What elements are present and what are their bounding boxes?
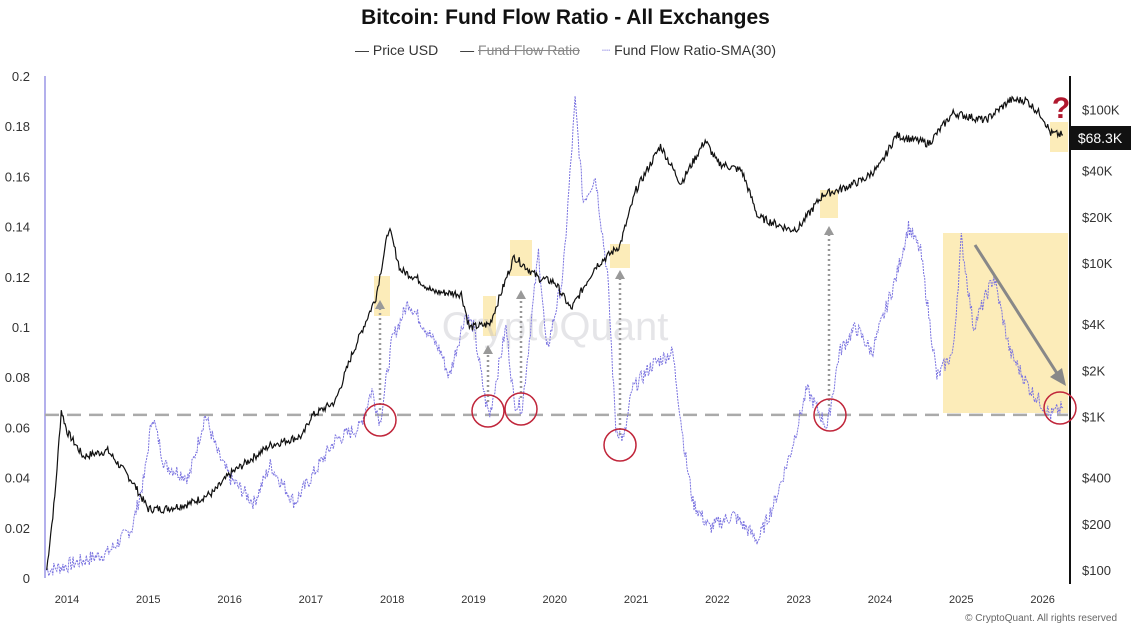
highlight-circle: [504, 392, 538, 426]
legend-label: Price USD: [372, 42, 439, 58]
y-left-tick-label: 0.08: [5, 370, 30, 385]
x-tick-label: 2015: [136, 594, 160, 606]
series-line-price-usd: [46, 95, 1063, 571]
dotted-arrow-head: [615, 270, 625, 279]
highlight-box: [943, 233, 1068, 413]
y-left-tick-label: 0.16: [5, 169, 30, 184]
y-left-tick-label: 0.2: [12, 69, 30, 84]
series-line-fund-flow-ratio-sma: [46, 96, 1064, 578]
y-left-tick-label: 0.02: [5, 521, 30, 536]
y-right-tick-label: $4K: [1082, 317, 1105, 332]
legend-item-fund-flow-ratio[interactable]: — Fund Flow Ratio: [460, 42, 580, 58]
x-tick-label: 2016: [217, 594, 241, 606]
x-tick-label: 2020: [543, 594, 567, 606]
y-left-tick-label: 0.14: [5, 220, 30, 235]
chart-title: Bitcoin: Fund Flow Ratio - All Exchanges: [361, 6, 770, 29]
y-right-tick-label: $100: [1082, 563, 1111, 578]
legend-label: Fund Flow Ratio-SMA(30): [614, 42, 776, 58]
dotted-arrow-head: [375, 300, 385, 309]
y-left-tick-label: 0.04: [5, 471, 30, 486]
dotted-arrow-head: [483, 345, 493, 354]
y-right-tick-label: $20K: [1082, 210, 1113, 225]
trend-arrow-head: [1050, 368, 1066, 386]
x-tick-label: 2019: [461, 594, 485, 606]
current-price-label: $68.3K: [1078, 130, 1123, 146]
question-mark-annotation: ?: [1052, 92, 1070, 125]
dotted-arrow-head: [516, 290, 526, 299]
legend-item-price[interactable]: — Price USD: [354, 42, 439, 58]
watermark: CryptoQuant: [442, 305, 669, 349]
x-tick-label: 2023: [786, 594, 810, 606]
legend-item-sma[interactable]: ┈ Fund Flow Ratio-SMA(30): [601, 42, 776, 58]
y-left-tick-label: 0: [23, 571, 30, 586]
highlight-box: [820, 190, 838, 218]
x-tick-label: 2017: [299, 594, 323, 606]
y-right-tick-label: $400: [1082, 471, 1111, 486]
current-price-tag: [1070, 126, 1131, 150]
x-tick-label: 2026: [1030, 594, 1054, 606]
highlight-box: [510, 240, 532, 276]
x-tick-label: 2022: [705, 594, 729, 606]
trend-arrow: [973, 244, 1062, 379]
x-tick-label: 2024: [868, 594, 892, 606]
x-tick-label: 2025: [949, 594, 973, 606]
legend-label: Fund Flow Ratio: [478, 42, 580, 58]
y-left-tick-label: 0.06: [5, 420, 30, 435]
highlight-circle: [813, 398, 847, 432]
y-left-tick-label: 0.1: [12, 320, 30, 335]
copyright-footer: © CryptoQuant. All rights reserved: [965, 613, 1117, 624]
y-left-tick-label: 0.12: [5, 270, 30, 285]
x-tick-label: 2014: [55, 594, 79, 606]
x-tick-label: 2021: [624, 594, 648, 606]
legend: — Price USD — Fund Flow Ratio ┈ Fund Flo…: [0, 42, 1131, 59]
y-right-tick-label: $1K: [1082, 410, 1105, 425]
highlight-circle: [471, 394, 505, 428]
highlight-box: [1050, 122, 1068, 152]
y-right-tick-label: $200: [1082, 517, 1111, 532]
highlight-circle: [1043, 391, 1077, 425]
y-right-tick-label: $10K: [1082, 256, 1113, 271]
highlight-circle: [363, 403, 397, 437]
y-right-tick-label: $2K: [1082, 363, 1105, 378]
highlight-circle: [603, 428, 637, 462]
y-left-tick-label: 0.18: [5, 119, 30, 134]
dotted-arrow-head: [824, 226, 834, 235]
highlight-box: [610, 244, 630, 268]
y-right-tick-label: $40K: [1082, 164, 1113, 179]
y-right-tick-label: $100K: [1082, 103, 1120, 118]
x-tick-label: 2018: [380, 594, 404, 606]
